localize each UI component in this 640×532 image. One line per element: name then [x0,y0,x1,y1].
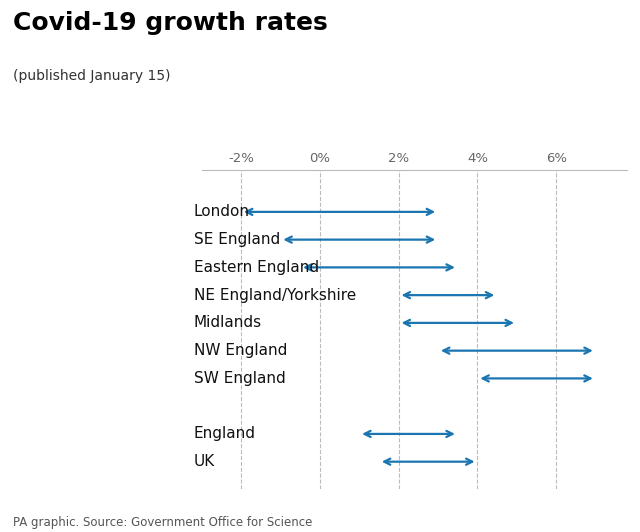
Text: Eastern England: Eastern England [194,260,319,275]
Text: UK: UK [194,454,215,469]
Text: Covid-19 growth rates: Covid-19 growth rates [13,11,328,35]
Text: (published January 15): (published January 15) [13,69,170,83]
Text: London: London [194,204,250,219]
Text: SW England: SW England [194,371,285,386]
Text: PA graphic. Source: Government Office for Science: PA graphic. Source: Government Office fo… [13,517,312,529]
Text: SE England: SE England [194,232,280,247]
Text: England: England [194,427,256,442]
Text: NW England: NW England [194,343,287,358]
Text: Midlands: Midlands [194,315,262,330]
Text: NE England/Yorkshire: NE England/Yorkshire [194,288,356,303]
